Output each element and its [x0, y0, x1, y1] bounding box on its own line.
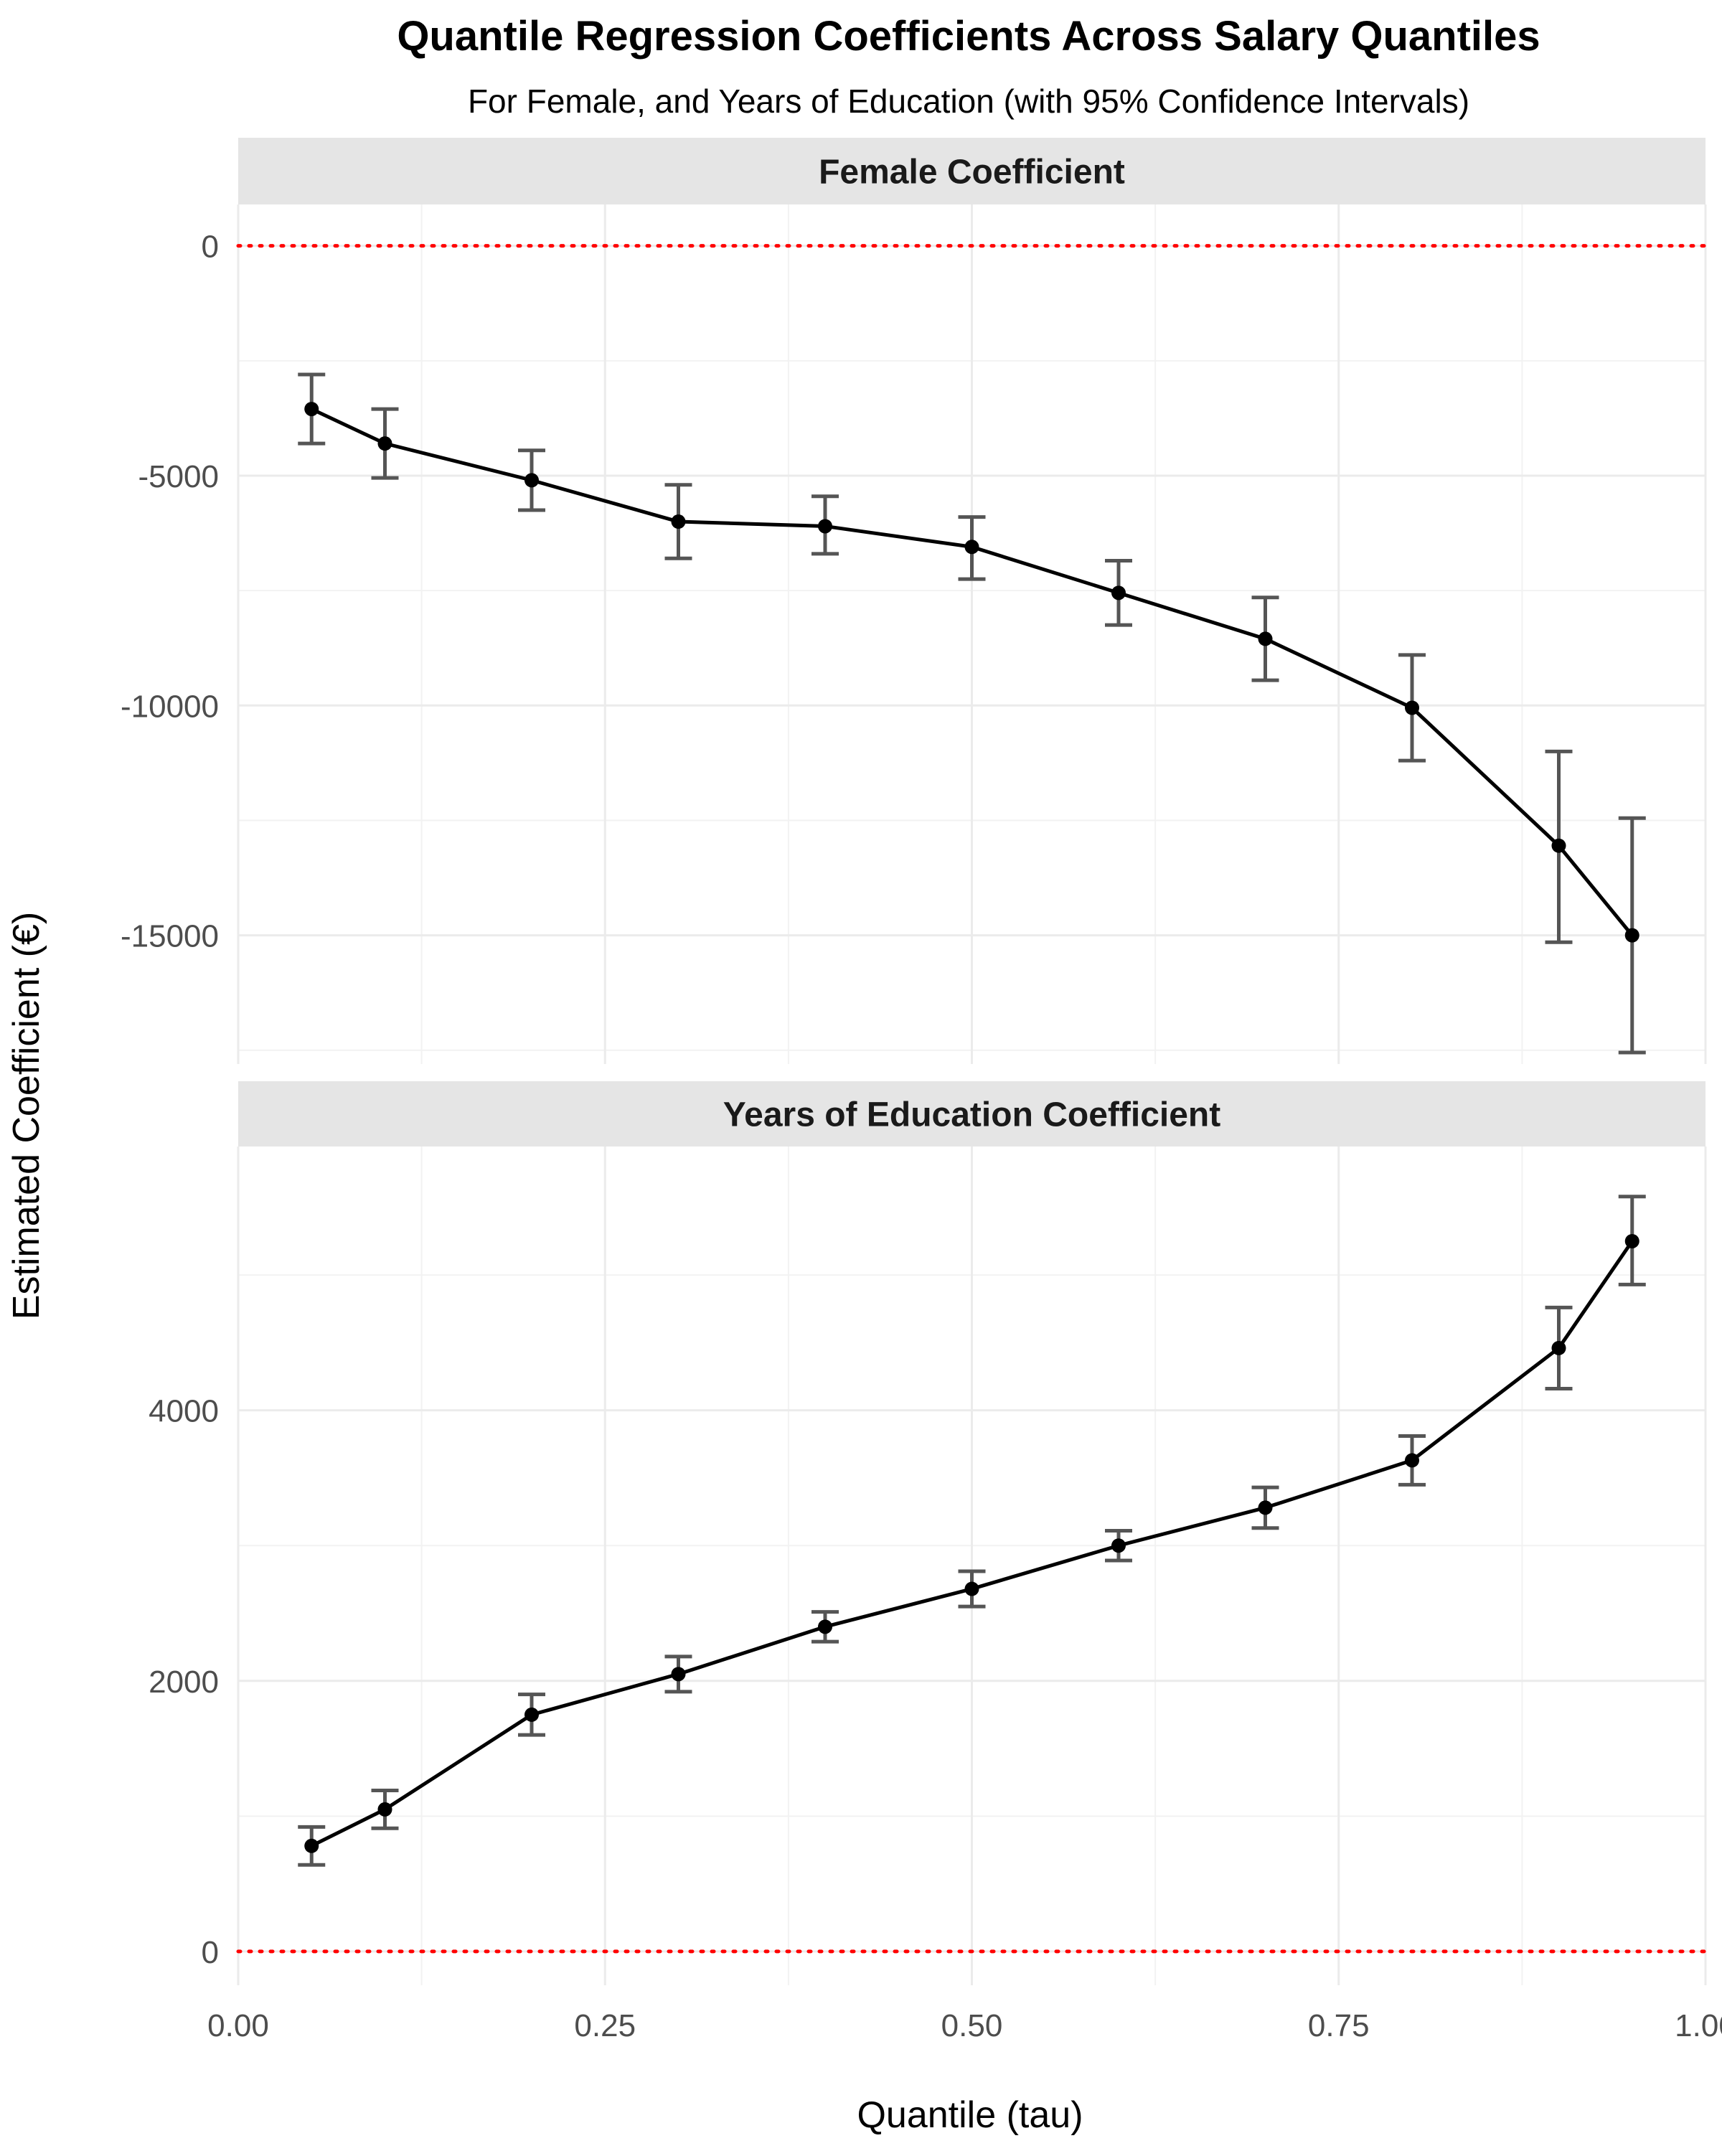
data-point: [377, 1802, 392, 1817]
data-point: [304, 402, 319, 417]
panel-strip: [238, 1081, 1705, 1147]
data-point: [964, 540, 979, 555]
data-point: [524, 473, 539, 488]
chart-subtitle: For Female, and Years of Education (with…: [468, 83, 1469, 120]
data-point: [1551, 838, 1566, 853]
data-point: [671, 514, 686, 529]
x-axis-label: Quantile (tau): [857, 2094, 1083, 2136]
data-point: [818, 519, 832, 534]
data-point: [1624, 928, 1639, 943]
data-point: [671, 1667, 686, 1682]
data-point: [1405, 700, 1419, 715]
panel-1: Female Coefficient 0 -5000 -10000 -15000: [121, 138, 1708, 1064]
x-tick-label: 0.50: [941, 2008, 1003, 2043]
y-tick-label: -15000: [121, 919, 219, 954]
y-axis-label: Estimated Coefficient (€): [6, 912, 47, 1319]
plot-layer: Female Coefficient 0 -5000 -10000 -15000 Year…: [121, 138, 1722, 2043]
data-point: [818, 1619, 832, 1634]
x-tick-label: 0.75: [1308, 2008, 1370, 2043]
y-tick-label: 0: [202, 1935, 219, 1970]
data-point: [1111, 1538, 1126, 1553]
data-point: [1624, 1233, 1639, 1248]
data-point: [1111, 585, 1126, 601]
data-point: [1551, 1340, 1566, 1355]
chart-title: Quantile Regression Coefficients Across …: [397, 13, 1540, 60]
data-point: [1405, 1453, 1419, 1468]
y-tick-label: 0: [202, 230, 219, 265]
data-point: [524, 1707, 539, 1722]
y-tick-label: -5000: [138, 459, 219, 494]
y-tick-label: 4000: [149, 1394, 219, 1429]
panel-strip-label: Female Coefficient: [819, 154, 1125, 192]
y-tick-label: 2000: [149, 1665, 219, 1700]
panel-strip: [238, 138, 1705, 204]
panel-strip-label: Years of Education Coefficient: [723, 1096, 1220, 1134]
data-point: [1258, 631, 1273, 646]
panel-2: Years of Education Coefficient 0 2000 4000: [149, 1081, 1708, 1985]
x-tick-label: 0.25: [574, 2008, 636, 2043]
x-tick-label: 0.00: [207, 2008, 269, 2043]
x-tick-label: 1.00: [1675, 2008, 1722, 2043]
y-tick-label: -10000: [121, 689, 219, 724]
data-point: [377, 436, 392, 451]
data-point: [964, 1581, 979, 1596]
data-point: [1258, 1500, 1273, 1515]
data-point: [304, 1838, 319, 1853]
